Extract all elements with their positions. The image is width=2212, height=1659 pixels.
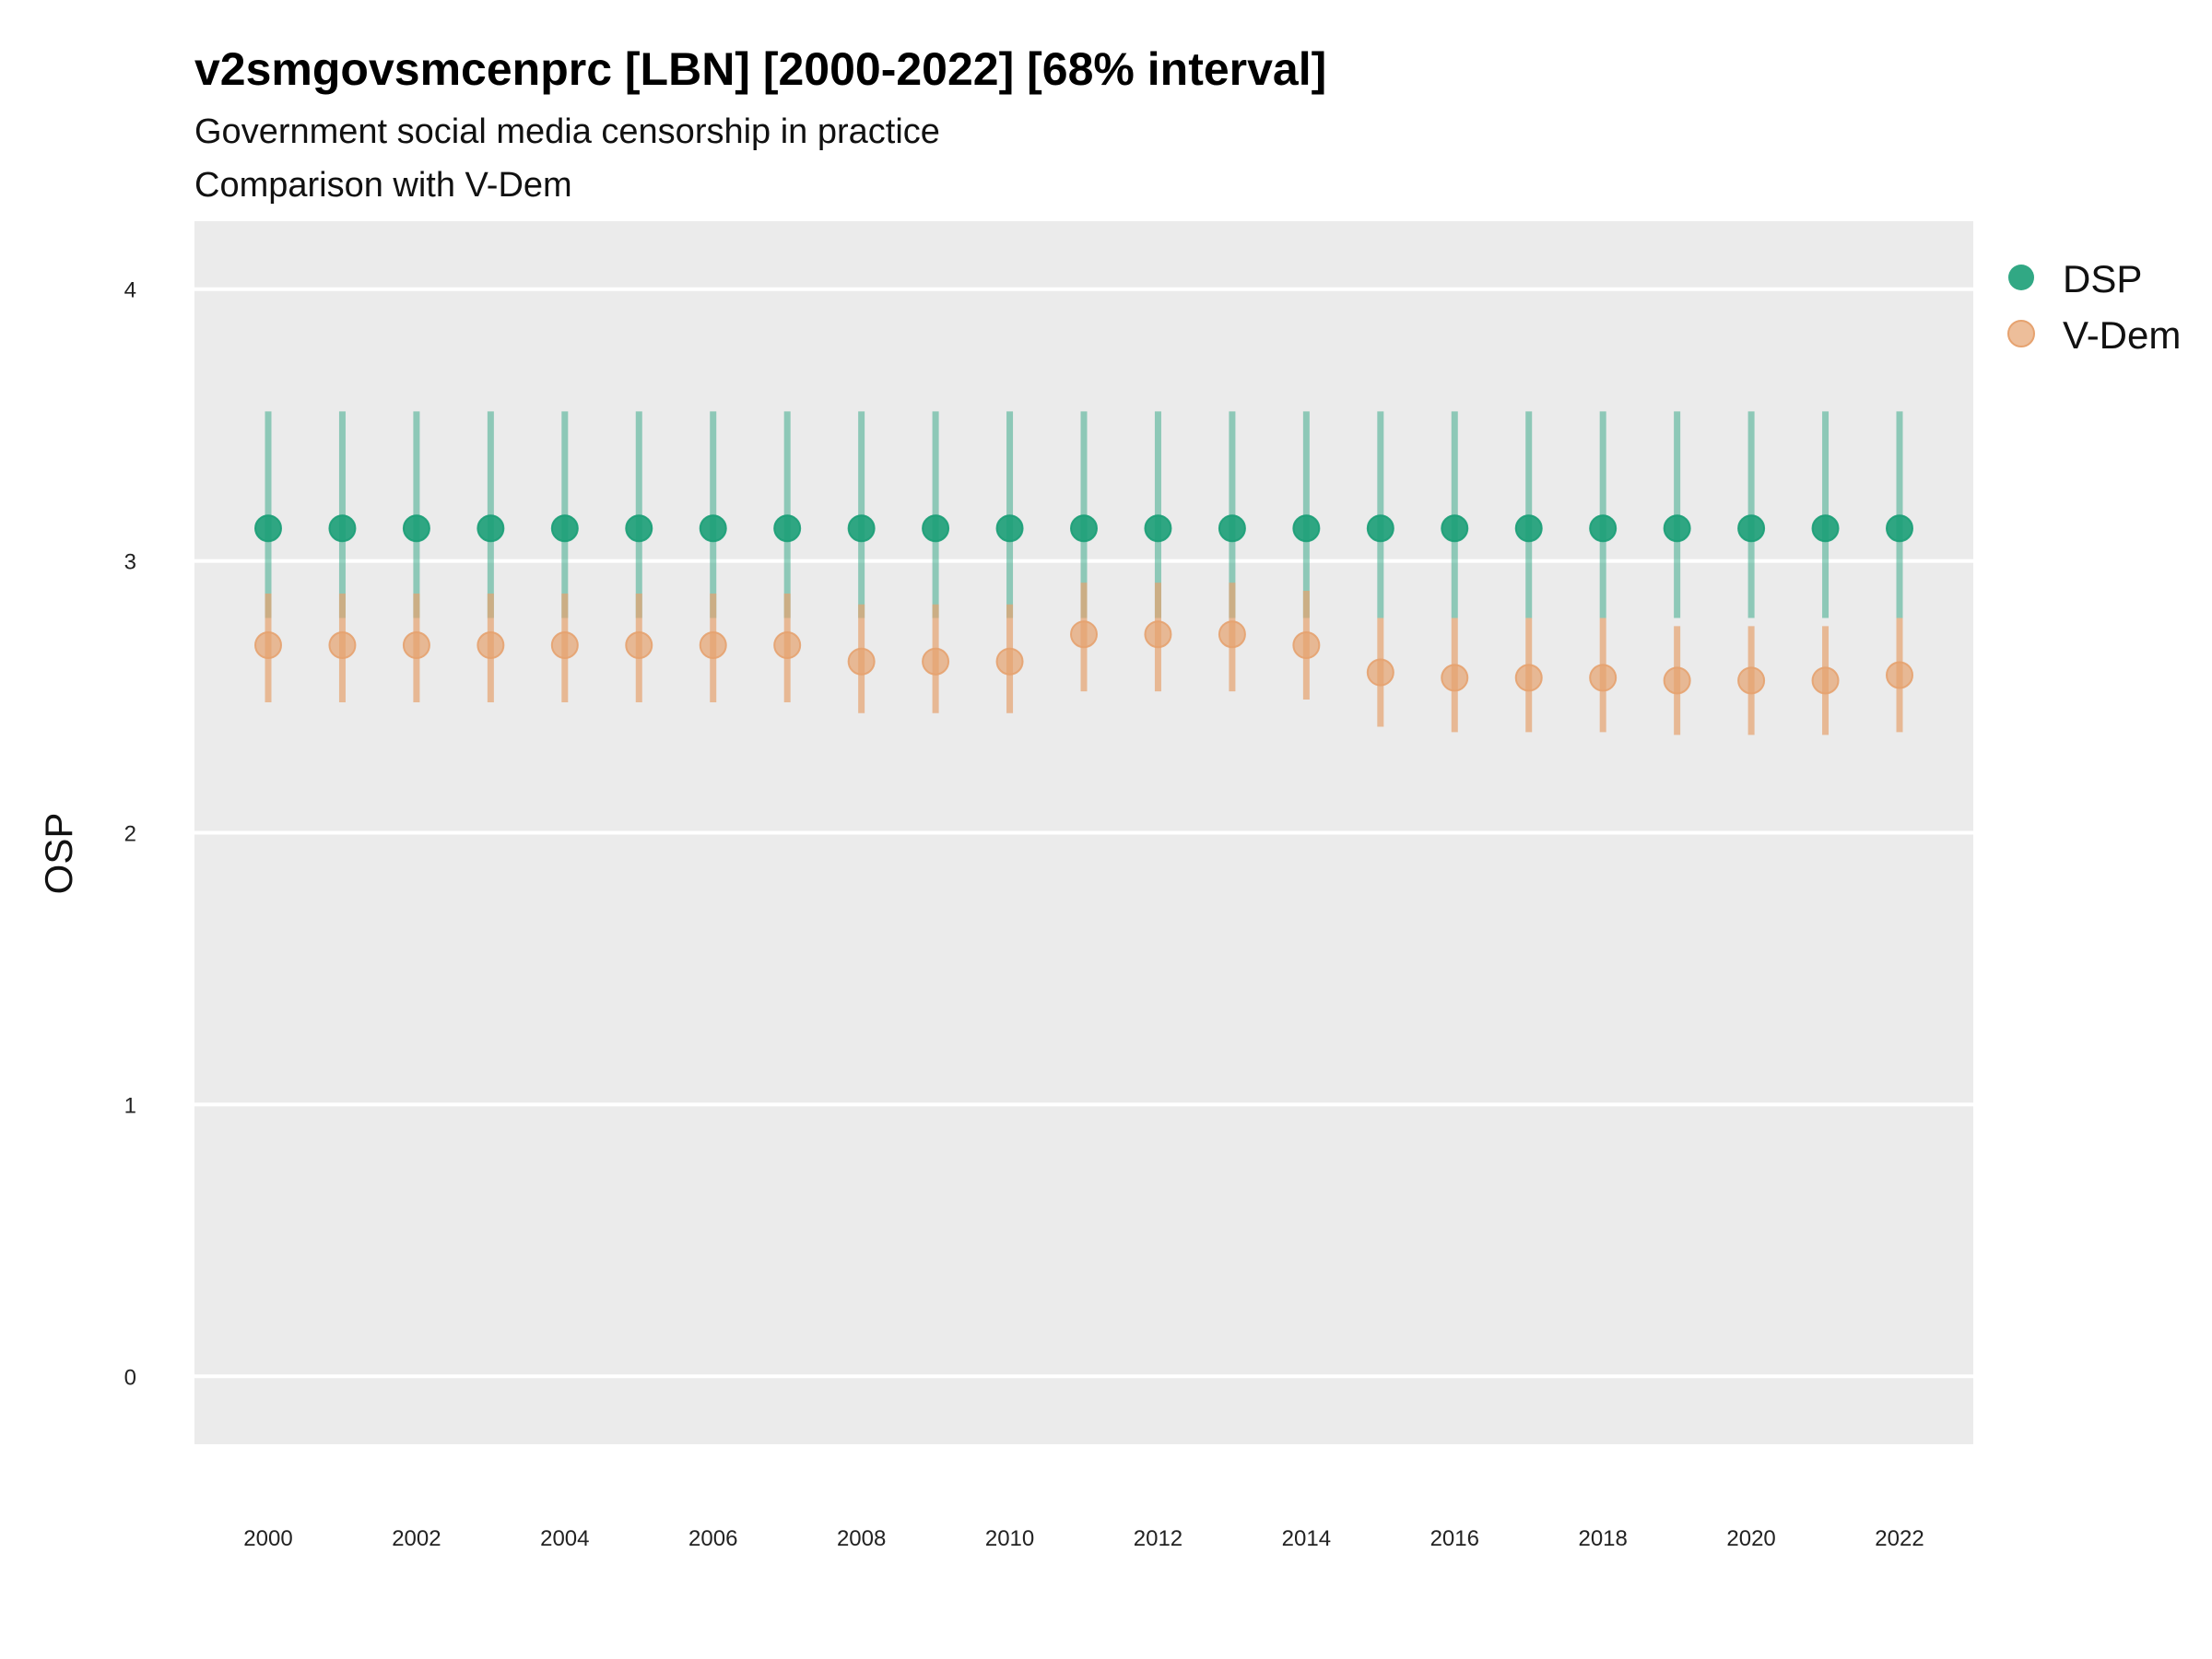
- x-tick-label: 2014: [1282, 1526, 1331, 1551]
- vdem-point: [773, 631, 802, 660]
- gridlines: [194, 287, 1973, 1379]
- vdem-point: [1589, 664, 1618, 692]
- y-tick-label: 3: [124, 550, 136, 575]
- dsp-point: [1886, 514, 1913, 543]
- dsp-point: [773, 514, 802, 543]
- legend-label-dsp: DSP: [2063, 257, 2142, 300]
- x-tick-label: 2010: [985, 1526, 1034, 1551]
- dsp-point: [995, 514, 1024, 543]
- dsp-point: [1144, 514, 1172, 543]
- vdem-point: [477, 631, 505, 660]
- dsp-point: [1737, 514, 1766, 543]
- y-axis-title: OSP: [37, 813, 80, 895]
- x-tick-label: 2018: [1578, 1526, 1627, 1551]
- vdem-point: [625, 631, 653, 660]
- dsp-point: [847, 514, 876, 543]
- vdem-point: [699, 631, 727, 660]
- dsp-point: [1292, 514, 1321, 543]
- vdem-point: [1514, 664, 1543, 692]
- vdem-point: [402, 631, 430, 660]
- legend-label-vdem: V-Dem: [2063, 313, 2181, 357]
- y-tick-label: 1: [124, 1093, 136, 1118]
- dsp-point: [477, 514, 505, 543]
- x-tick-label: 2000: [243, 1526, 292, 1551]
- x-tick-label: 2004: [540, 1526, 589, 1551]
- dsp-point: [402, 514, 430, 543]
- x-tick-label: 2012: [1134, 1526, 1182, 1551]
- legend-swatch-dsp: [2008, 265, 2034, 290]
- vdem-point: [1441, 664, 1469, 692]
- vdem-point: [1811, 666, 1840, 695]
- vdem-point: [847, 647, 876, 676]
- vdem-point: [1663, 666, 1691, 695]
- y-tick-label: 0: [124, 1365, 136, 1390]
- dsp-point: [1514, 514, 1543, 543]
- dsp-point: [550, 514, 579, 543]
- dsp-point: [625, 514, 653, 543]
- x-tick-label: 2020: [1726, 1526, 1775, 1551]
- vdem-point: [1144, 620, 1172, 649]
- x-tick-label: 2016: [1430, 1526, 1479, 1551]
- vdem-point: [1737, 666, 1766, 695]
- legend-swatch-vdem: [2007, 320, 2035, 347]
- dsp-point: [1589, 514, 1618, 543]
- chart-subtitle-comparison: Comparison with V-Dem: [194, 166, 572, 205]
- dsp-point: [328, 514, 357, 543]
- x-tick-label: 2022: [1875, 1526, 1924, 1551]
- vdem-point: [922, 647, 950, 676]
- dsp-point: [1070, 514, 1098, 543]
- x-axis-ticks: 2000 2002 2004 2006 2008 2010 2012 2014 2016 2018…: [243, 1526, 1924, 1551]
- dsp-point: [1663, 514, 1691, 543]
- x-tick-label: 2002: [392, 1526, 441, 1551]
- vdem-point: [1292, 631, 1321, 660]
- dsp-point: [1811, 514, 1840, 543]
- x-tick-label: 2008: [837, 1526, 886, 1551]
- vdem-point: [1070, 620, 1098, 649]
- vdem-point: [1886, 661, 1913, 689]
- dsp-point: [699, 514, 727, 543]
- data-points: [254, 514, 1913, 695]
- dsp-point: [254, 514, 282, 543]
- dsp-point: [922, 514, 950, 543]
- vdem-point: [1366, 658, 1394, 687]
- dsp-point: [1218, 514, 1246, 543]
- x-tick-label: 2006: [688, 1526, 737, 1551]
- vdem-point: [550, 631, 579, 660]
- vdem-point: [1218, 620, 1246, 649]
- chart-subtitle: Government social media censorship in pr…: [194, 112, 940, 151]
- vdem-point: [995, 647, 1024, 676]
- dsp-point: [1441, 514, 1469, 543]
- chart-title: v2smgovsmcenprc [LBN] [2000-2022] [68% i…: [194, 43, 1326, 95]
- y-axis-ticks: 0 1 2 3 4: [124, 278, 136, 1391]
- y-tick-label: 2: [124, 822, 136, 847]
- vdem-point: [254, 631, 282, 660]
- y-tick-label: 4: [124, 278, 136, 303]
- vdem-point: [328, 631, 357, 660]
- dsp-point: [1366, 514, 1394, 543]
- legend: DSP V-Dem: [2007, 257, 2181, 357]
